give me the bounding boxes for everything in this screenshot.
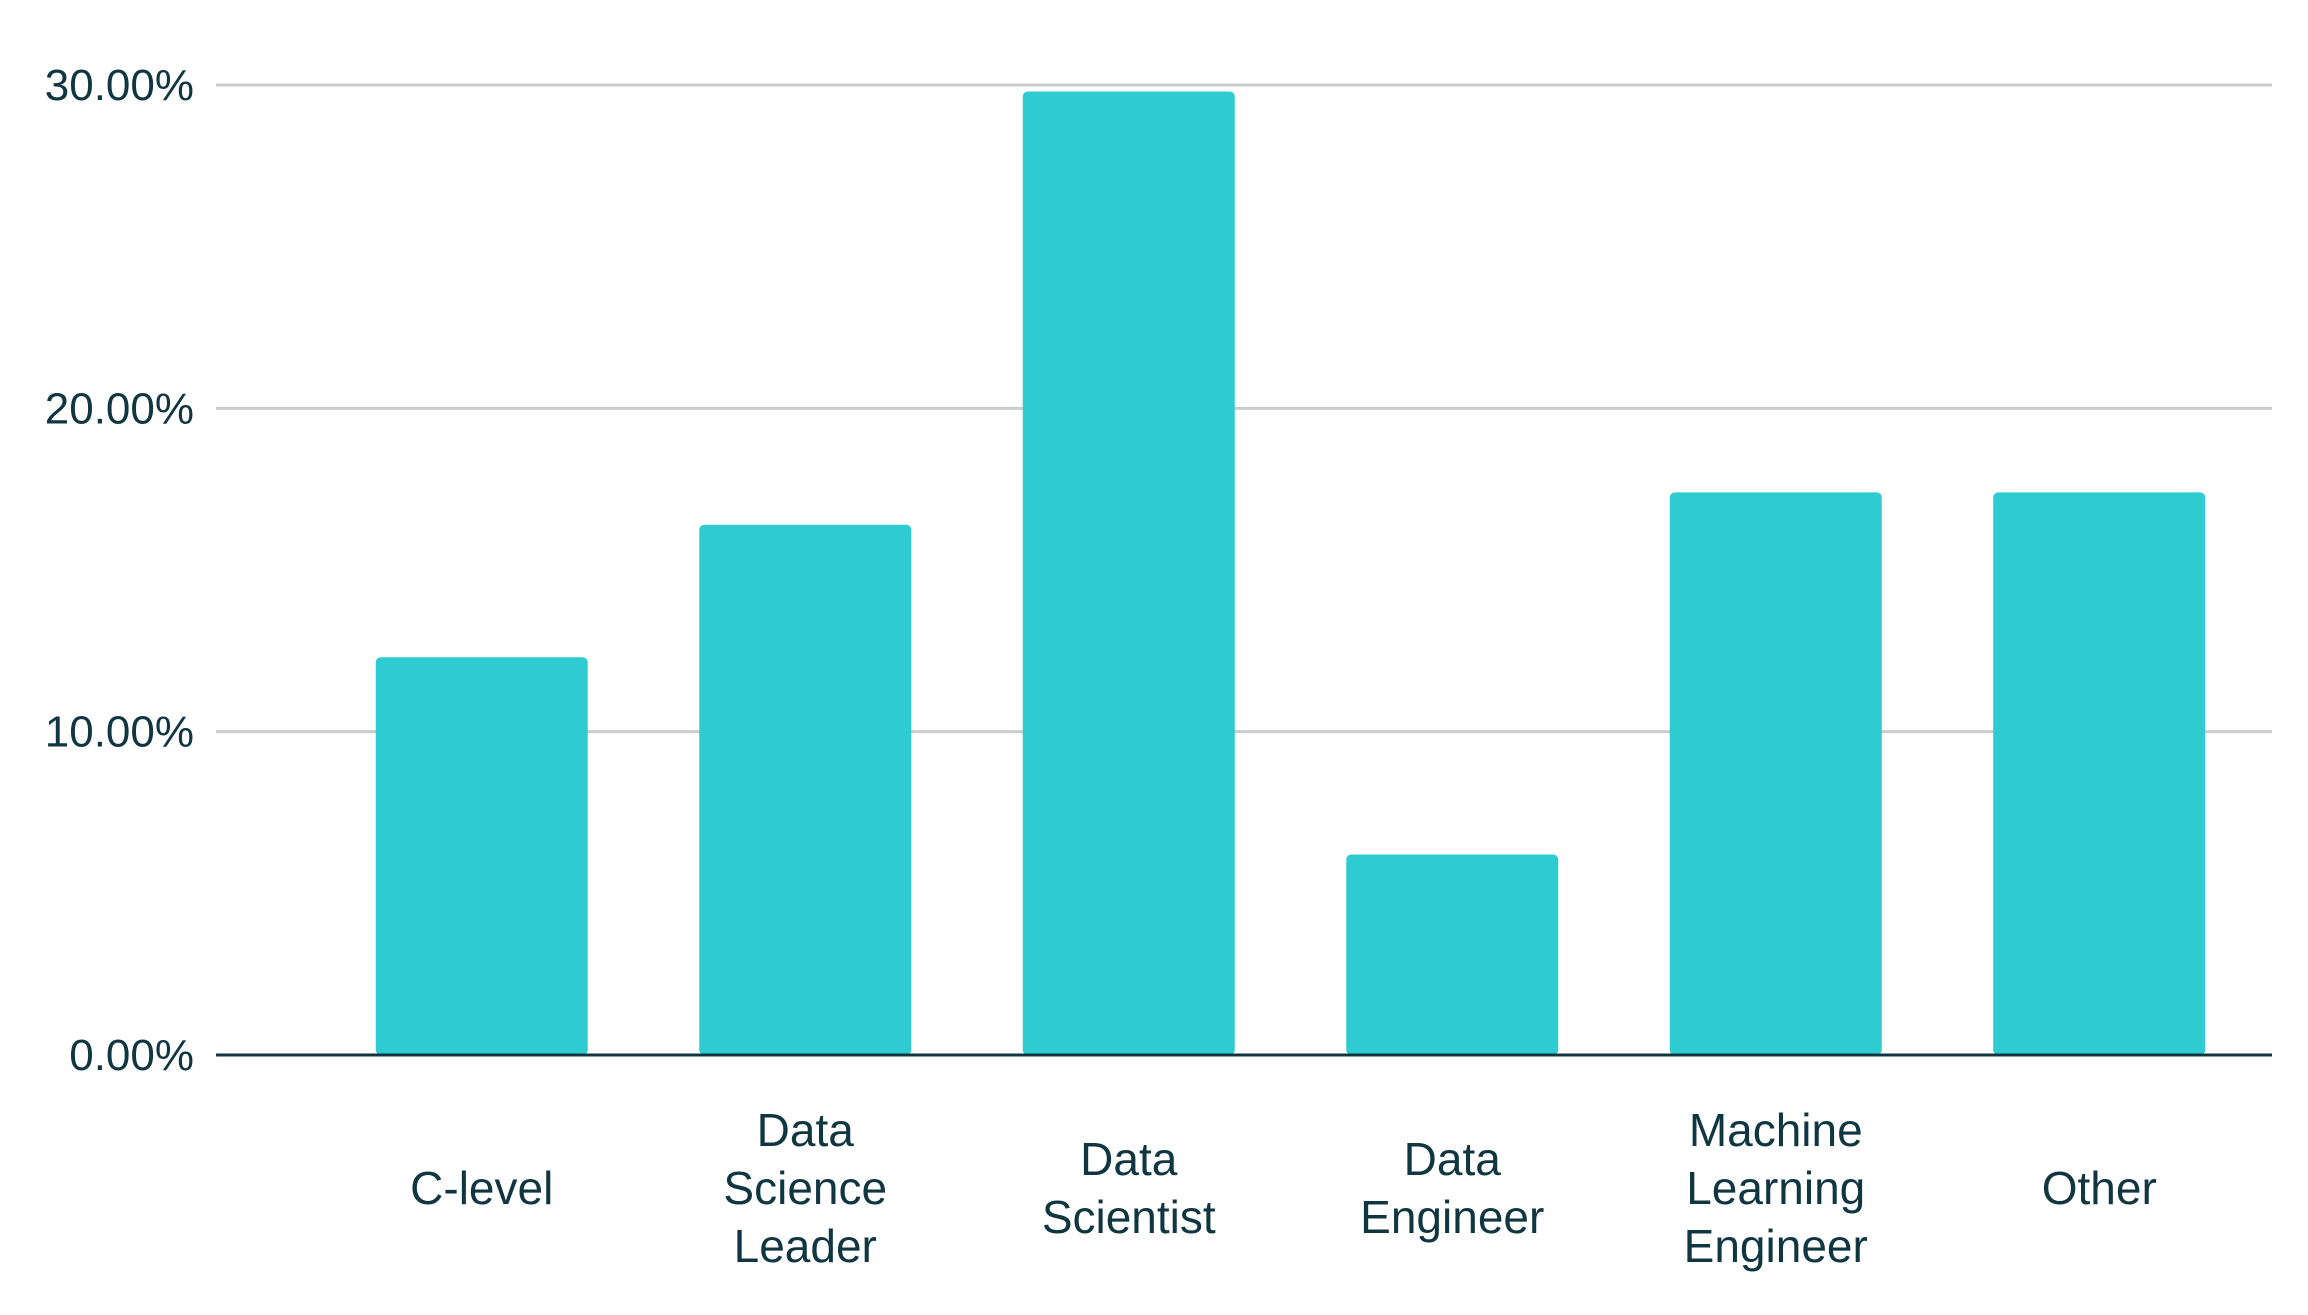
x-category-label-line: Learning	[1686, 1162, 1865, 1214]
y-tick-label: 10.00%	[45, 708, 194, 757]
x-category-label: Data Scientist	[1042, 1133, 1216, 1243]
x-category-label: Data Science Leader	[723, 1104, 887, 1272]
bar	[1346, 854, 1559, 1055]
x-category-label: Data Engineer	[1360, 1133, 1544, 1243]
y-axis-tick-labels: 0.00% 10.00% 20.00% 30.00%	[45, 61, 194, 1080]
x-category-label-line: Machine	[1689, 1104, 1863, 1156]
grid-lines	[216, 83, 2272, 734]
y-tick-label: 20.00%	[45, 384, 194, 433]
x-category-label-line: Science	[723, 1162, 887, 1214]
x-category-label-line: C-level	[410, 1162, 553, 1214]
bars	[375, 91, 2206, 1055]
x-category-label-line: Leader	[734, 1220, 877, 1272]
x-category-label-line: Data	[1404, 1133, 1502, 1185]
bar	[375, 657, 588, 1055]
x-category-label: Machine Learning Engineer	[1684, 1104, 1868, 1272]
bar	[1993, 492, 2206, 1055]
bar	[1022, 91, 1235, 1055]
x-category-label-line: Data	[757, 1104, 855, 1156]
bar	[1669, 492, 1882, 1055]
x-category-label: C-level	[410, 1162, 553, 1214]
x-category-label-line: Engineer	[1360, 1191, 1544, 1243]
x-category-label: Other	[2042, 1162, 2157, 1214]
x-category-label-line: Data	[1080, 1133, 1178, 1185]
x-category-label-line: Engineer	[1684, 1220, 1868, 1272]
y-tick-label: 30.00%	[45, 61, 194, 110]
x-category-label-line: Other	[2042, 1162, 2157, 1214]
bar	[699, 524, 912, 1055]
y-tick-label: 0.00%	[69, 1031, 194, 1080]
x-category-label-line: Scientist	[1042, 1191, 1216, 1243]
